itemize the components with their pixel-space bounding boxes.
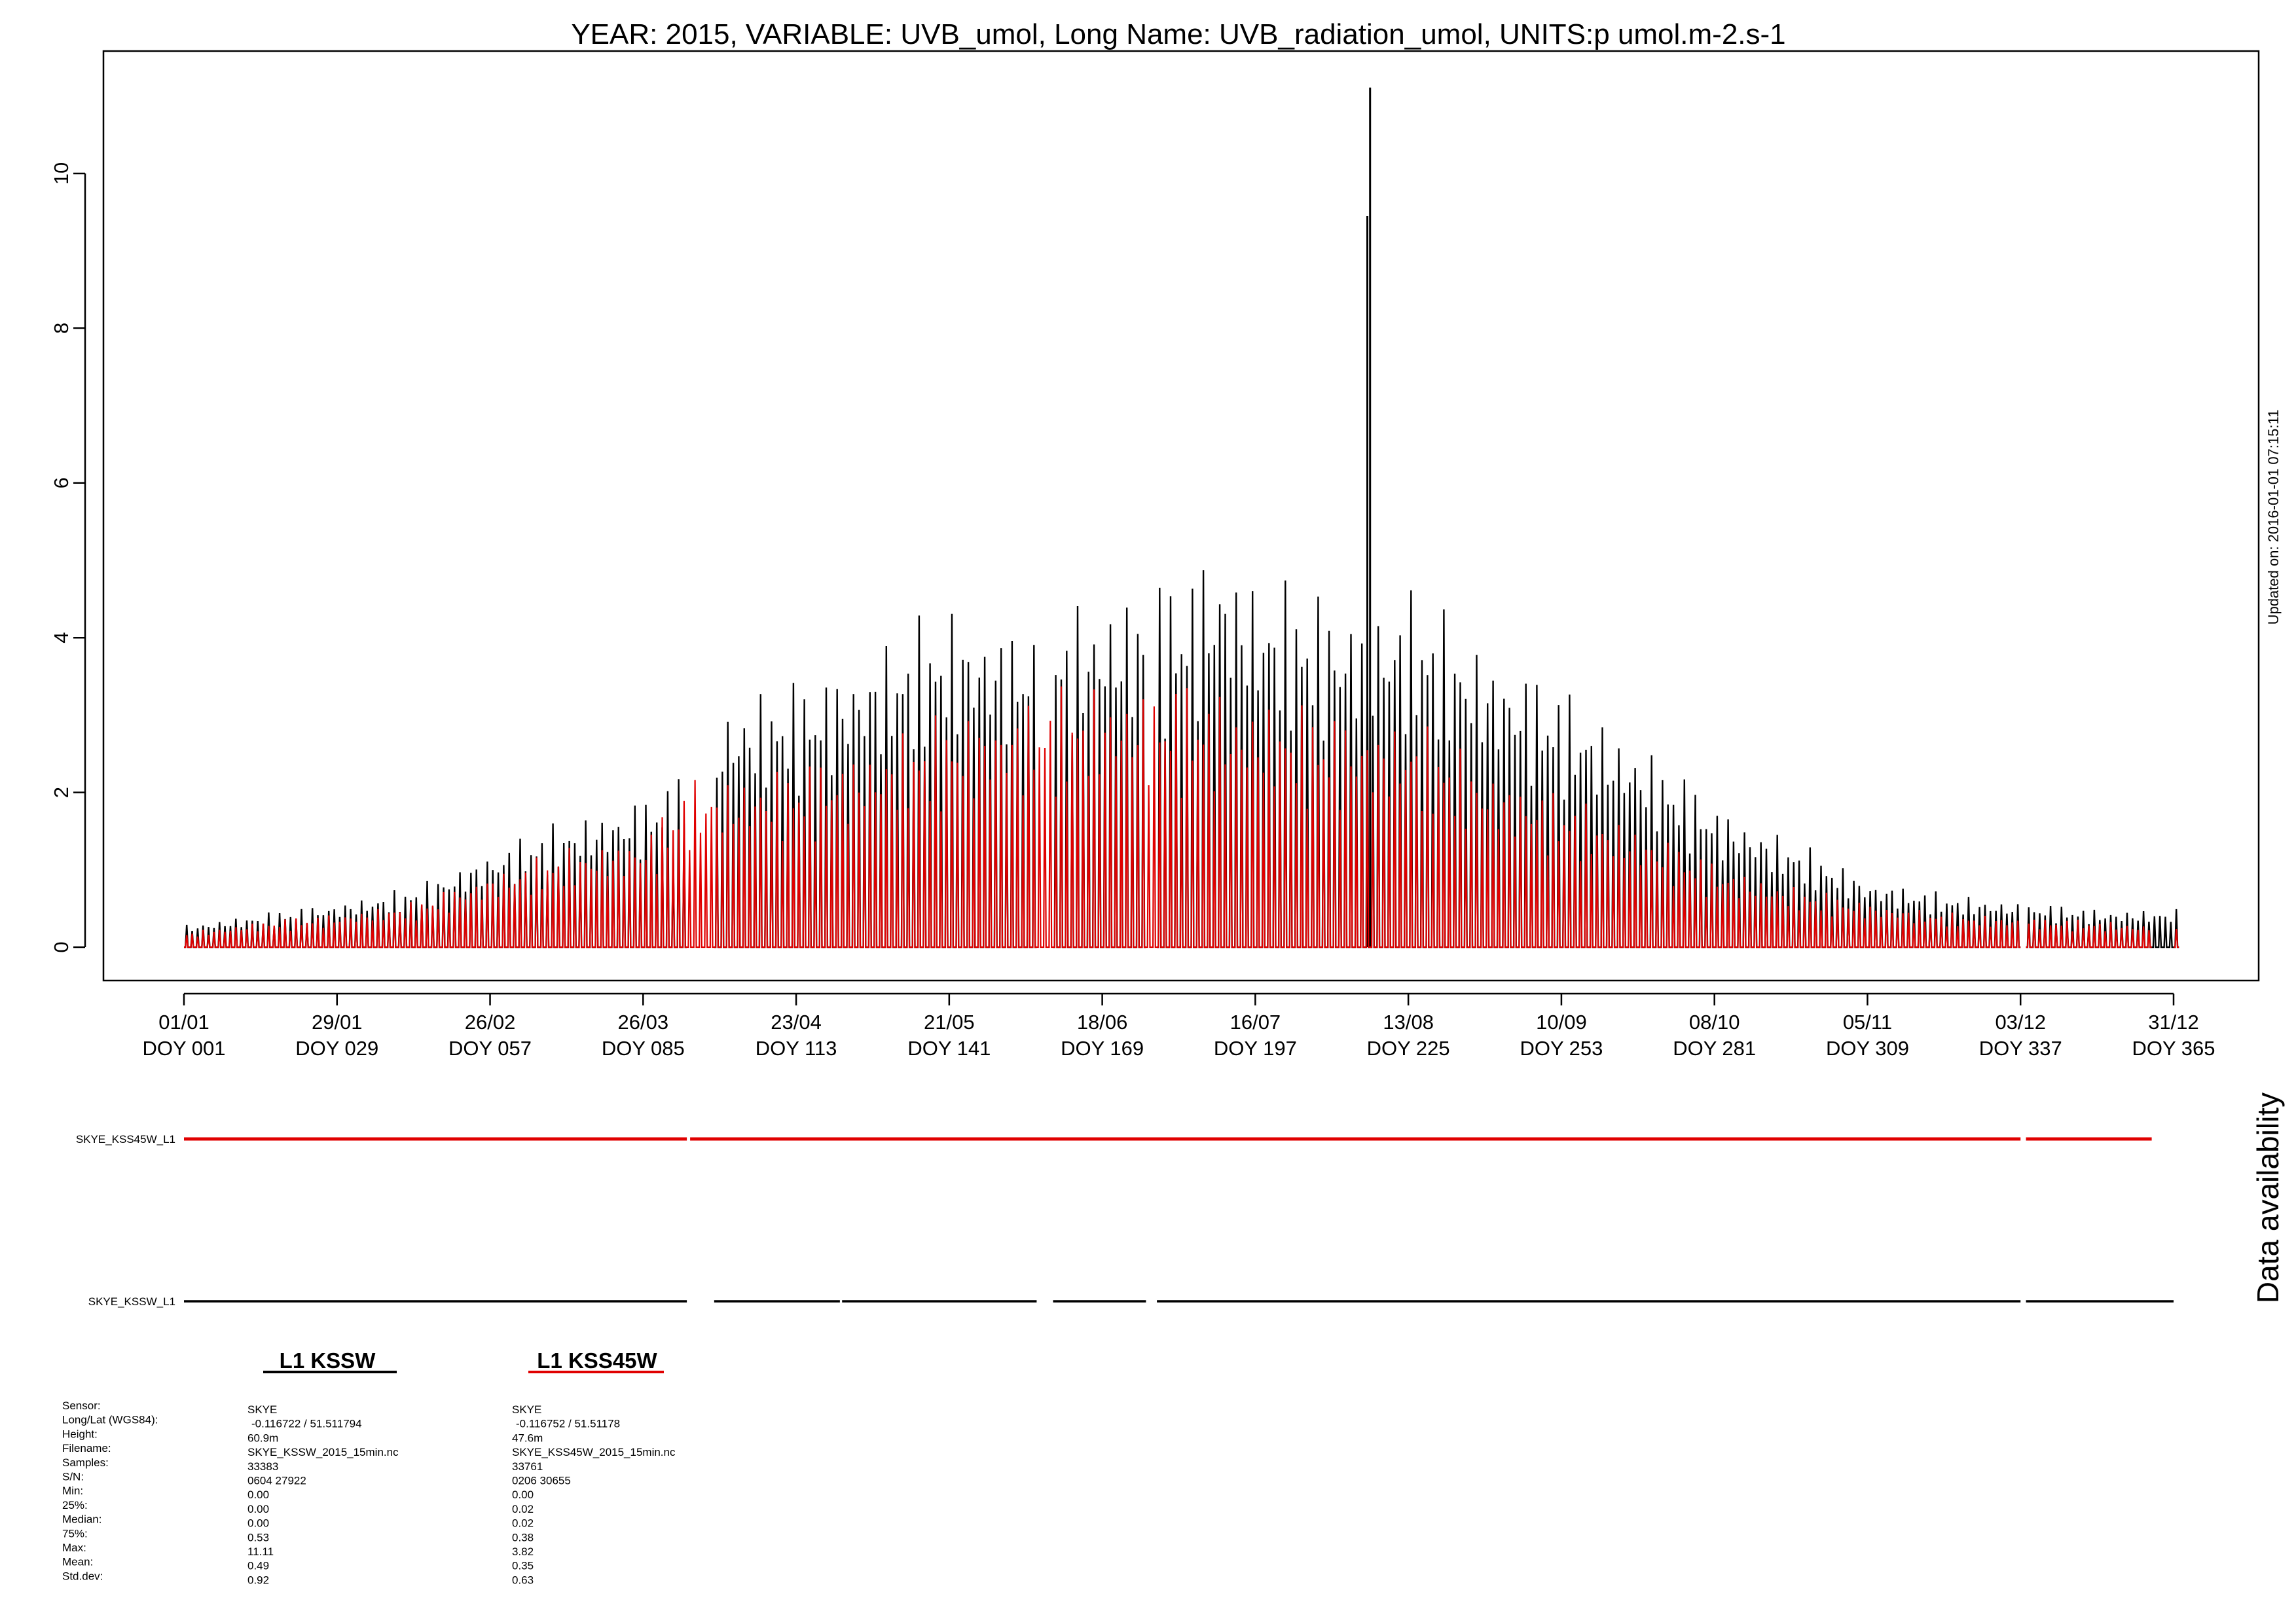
y-tick-label: 6 xyxy=(50,477,73,488)
stats-value: 0.35 xyxy=(512,1560,534,1572)
chart-title: YEAR: 2015, VARIABLE: UVB_umol, Long Nam… xyxy=(571,18,1785,50)
x-tick-date: 01/01 xyxy=(158,1011,210,1034)
x-axis: 01/01 DOY 001 29/01 DOY 029 26/02 DOY 057 26/0… xyxy=(143,992,2215,1060)
series-layer xyxy=(184,87,2179,948)
stats-row-label: Std.dev: xyxy=(62,1570,103,1582)
stats-value: 11.11 xyxy=(247,1545,274,1558)
x-tick-date: 26/02 xyxy=(465,1011,516,1034)
stats-value: 33383 xyxy=(247,1460,278,1473)
stats-row-label: 75%: xyxy=(62,1527,88,1540)
stats-value: 0.49 xyxy=(247,1560,269,1572)
data-availability: SKYE_KSS45W_L1 SKYE_KSSW_L1 xyxy=(76,1133,2174,1308)
x-tick-doy: DOY 309 xyxy=(1826,1037,1909,1060)
x-tick-date: 26/03 xyxy=(618,1011,669,1034)
stats-value: 0.00 xyxy=(247,1503,269,1515)
y-axis: 0 2 4 6 8 10 xyxy=(50,162,86,953)
x-tick-date: 13/08 xyxy=(1383,1011,1434,1034)
stats-value: 0206 30655 xyxy=(512,1475,571,1487)
updated-timestamp: Updated on: 2016-01-01 07:15:11 xyxy=(2265,410,2282,625)
stats-row-label: Min: xyxy=(62,1485,83,1497)
x-tick-doy: DOY 169 xyxy=(1061,1037,1144,1060)
stats-value: 0.63 xyxy=(512,1574,534,1586)
stats-value: 0.02 xyxy=(512,1503,534,1515)
availability-label: SKYE_KSSW_L1 xyxy=(88,1295,175,1308)
stats-value: 0.00 xyxy=(512,1489,534,1501)
x-tick-date: 03/12 xyxy=(1995,1011,2046,1034)
stats-row-label: Max: xyxy=(62,1542,86,1554)
stats-value: SKYE xyxy=(247,1403,277,1416)
stats-value: SKYE_KSSW_2015_15min.nc xyxy=(247,1446,399,1458)
stats-value: 0.02 xyxy=(512,1517,534,1530)
x-tick-doy: DOY 253 xyxy=(1520,1037,1603,1060)
stats-value: 0.00 xyxy=(247,1489,269,1501)
y-tick-label: 8 xyxy=(50,323,73,334)
x-tick-doy: DOY 057 xyxy=(448,1037,532,1060)
stats-row-label: Median: xyxy=(62,1513,101,1526)
stats-value: 47.6m xyxy=(512,1432,543,1444)
x-tick-doy: DOY 281 xyxy=(1673,1037,1756,1060)
series-line xyxy=(184,570,2179,948)
series-kss45w xyxy=(184,686,2179,948)
x-tick-date: 31/12 xyxy=(2148,1011,2199,1034)
x-tick-date: 16/07 xyxy=(1230,1011,1281,1034)
stats-row-label: Long/Lat (WGS84): xyxy=(62,1414,158,1426)
data-availability-title: Data availability xyxy=(2251,1092,2285,1303)
y-tick-label: 0 xyxy=(50,941,73,952)
x-tick-doy: DOY 029 xyxy=(295,1037,378,1060)
stats-value: 60.9m xyxy=(247,1432,278,1444)
x-tick-doy: DOY 225 xyxy=(1367,1037,1450,1060)
stats-value: 0604 27922 xyxy=(247,1475,306,1487)
x-tick-doy: DOY 141 xyxy=(907,1037,991,1060)
stats-row-label: Filename: xyxy=(62,1442,111,1454)
x-tick-doy: DOY 113 xyxy=(756,1037,837,1060)
stats-row-label: 25%: xyxy=(62,1499,88,1511)
x-tick-doy: DOY 085 xyxy=(602,1037,685,1060)
stats-value: -0.116752 / 51.51178 xyxy=(516,1418,620,1430)
x-tick-date: 10/09 xyxy=(1536,1011,1587,1034)
x-tick-date: 18/06 xyxy=(1077,1011,1128,1034)
stats-value: 0.38 xyxy=(512,1531,534,1543)
stats-table: L1 KSSW L1 KSS45W Sensor: Long/Lat (WGS84):… xyxy=(62,1348,676,1586)
stats-value: 0.53 xyxy=(247,1531,269,1543)
x-tick-date: 05/11 xyxy=(1843,1011,1892,1034)
stats-row-label: Mean: xyxy=(62,1556,93,1568)
stats-row-label: S/N: xyxy=(62,1471,84,1483)
y-tick-label: 2 xyxy=(50,787,73,798)
stats-value: 33761 xyxy=(512,1460,543,1473)
x-tick-doy: DOY 365 xyxy=(2132,1037,2215,1060)
stats-value: SKYE_KSS45W_2015_15min.nc xyxy=(512,1446,676,1458)
stats-row-label: Samples: xyxy=(62,1456,109,1469)
stats-value: 3.82 xyxy=(512,1545,534,1558)
series-line xyxy=(184,686,2179,948)
legend-header: L1 KSSW xyxy=(280,1348,376,1373)
availability-label: SKYE_KSS45W_L1 xyxy=(76,1133,175,1146)
x-tick-date: 29/01 xyxy=(312,1011,363,1034)
stats-row-label: Height: xyxy=(62,1428,98,1440)
stats-value: 0.00 xyxy=(247,1517,269,1530)
stats-value: 0.92 xyxy=(247,1574,269,1586)
x-tick-date: 23/04 xyxy=(771,1011,822,1034)
y-tick-label: 10 xyxy=(50,162,73,185)
stats-value: -0.116722 / 51.511794 xyxy=(251,1418,362,1430)
x-tick-doy: DOY 197 xyxy=(1214,1037,1297,1060)
x-tick-date: 08/10 xyxy=(1689,1011,1740,1034)
y-tick-label: 4 xyxy=(50,632,73,643)
x-tick-date: 21/05 xyxy=(924,1011,975,1034)
stats-row-label: Sensor: xyxy=(62,1399,101,1412)
x-tick-doy: DOY 337 xyxy=(1979,1037,2062,1060)
plot-frame xyxy=(102,50,2260,982)
stats-value: SKYE xyxy=(512,1403,541,1416)
legend-header: L1 KSS45W xyxy=(537,1348,657,1373)
x-tick-doy: DOY 001 xyxy=(143,1037,226,1060)
